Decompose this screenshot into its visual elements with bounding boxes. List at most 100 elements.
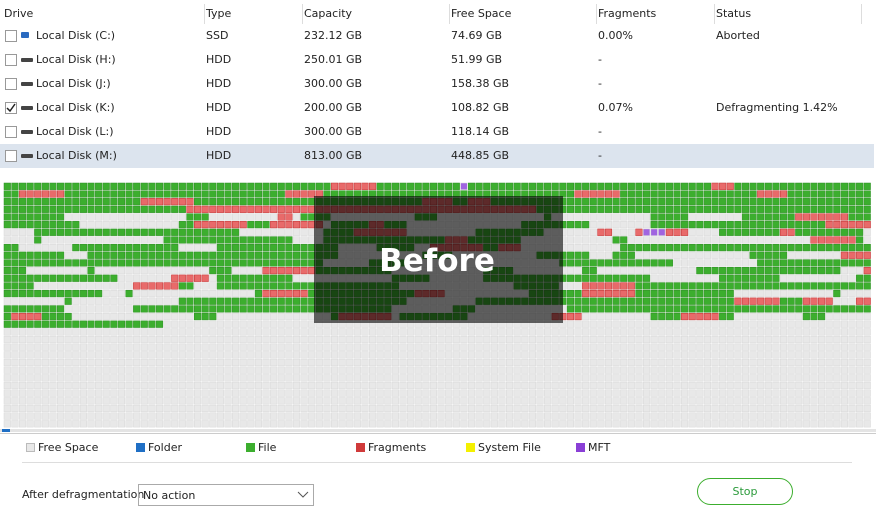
- cluster-block: [407, 389, 415, 397]
- cluster-block: [863, 213, 871, 221]
- cluster-block: [802, 351, 810, 359]
- cluster-block: [696, 244, 704, 252]
- cluster-block: [810, 374, 818, 382]
- cluster-block: [429, 343, 438, 351]
- drive-row[interactable]: Local Disk (J:) HDD 300.00 GB 158.38 GB -: [0, 72, 874, 96]
- cluster-block: [513, 251, 521, 259]
- cluster-block: [825, 374, 833, 382]
- cluster-block: [422, 267, 430, 275]
- cluster-block: [148, 381, 156, 390]
- cluster-block: [795, 328, 803, 336]
- cluster-block: [589, 236, 597, 244]
- cluster-block: [11, 381, 19, 390]
- cluster-block: [391, 320, 399, 328]
- drive-row[interactable]: Local Disk (K:) HDD 200.00 GB 108.82 GB 0.07…: [0, 96, 874, 120]
- cluster-block: [612, 389, 620, 397]
- cluster-block: [285, 274, 293, 282]
- cluster-block: [247, 297, 255, 305]
- cluster-block: [232, 328, 240, 336]
- cluster-block: [589, 274, 597, 282]
- cluster-block: [620, 221, 628, 229]
- cluster-block: [323, 297, 331, 305]
- cluster-block: [18, 366, 27, 374]
- cluster-block: [665, 274, 673, 282]
- cluster-block: [178, 259, 186, 267]
- checkbox[interactable]: [5, 78, 17, 90]
- cluster-block: [140, 381, 148, 390]
- cluster-block: [863, 267, 871, 275]
- cluster-block: [323, 267, 331, 275]
- cluster-block: [353, 389, 361, 397]
- cluster-block: [117, 366, 126, 374]
- cluster-block: [734, 198, 742, 206]
- cluster-block: [833, 244, 841, 252]
- cluster-block: [26, 397, 34, 405]
- cluster-block: [719, 420, 727, 428]
- cluster-block: [163, 358, 171, 367]
- cluster-block: [635, 228, 643, 236]
- drive-row[interactable]: Local Disk (L:) HDD 300.00 GB 118.14 GB -: [0, 120, 874, 144]
- stop-button[interactable]: Stop: [697, 478, 793, 505]
- cluster-block: [696, 221, 704, 229]
- drive-row[interactable]: Local Disk (M:) HDD 813.00 GB 448.85 GB -: [0, 144, 874, 168]
- cluster-block: [490, 274, 498, 282]
- cluster-block: [795, 397, 803, 405]
- cluster-block: [41, 366, 49, 374]
- cluster-block: [376, 244, 384, 252]
- cluster-block: [825, 182, 833, 190]
- cluster-block: [665, 381, 673, 390]
- cluster-block: [346, 244, 354, 252]
- cluster-block: [445, 236, 453, 244]
- cluster-block: [209, 228, 217, 236]
- cluster-block: [490, 297, 498, 305]
- cluster-block: [315, 420, 323, 428]
- cluster-block: [757, 312, 765, 321]
- cluster-block: [513, 190, 521, 198]
- cluster-block: [346, 397, 354, 405]
- checkbox[interactable]: [5, 126, 17, 138]
- cluster-block: [506, 198, 514, 206]
- cluster-block: [620, 305, 628, 313]
- cluster-block: [460, 374, 468, 382]
- cluster-block: [346, 182, 354, 190]
- cluster-block: [833, 343, 841, 351]
- cluster-block: [117, 236, 126, 244]
- cluster-block: [384, 289, 392, 298]
- checkbox[interactable]: [5, 30, 17, 42]
- cluster-block: [681, 282, 689, 290]
- cluster-block: [536, 389, 544, 397]
- cluster-block: [460, 312, 468, 321]
- cluster-block: [34, 213, 42, 221]
- cluster-block: [117, 205, 126, 213]
- checkbox[interactable]: [5, 54, 17, 66]
- cluster-block: [201, 251, 209, 259]
- cluster-block: [521, 343, 529, 351]
- cluster-block: [582, 305, 590, 313]
- cluster-block: [681, 351, 689, 359]
- cluster-block: [528, 305, 536, 313]
- cluster-block: [483, 289, 491, 298]
- cluster-block: [133, 228, 141, 236]
- cluster-block: [528, 381, 536, 390]
- checkbox[interactable]: [5, 150, 17, 162]
- cluster-block: [140, 351, 148, 359]
- cluster-block: [445, 358, 453, 367]
- cluster-block: [521, 305, 529, 313]
- cluster-block: [414, 335, 422, 344]
- cluster-block: [254, 205, 262, 213]
- cluster-block: [224, 251, 232, 259]
- cluster-block: [79, 320, 87, 328]
- cluster-block: [376, 228, 384, 236]
- cluster-block: [460, 274, 468, 282]
- after-select[interactable]: No action: [138, 484, 314, 506]
- cluster-block: [818, 259, 826, 267]
- cluster-block: [467, 267, 476, 275]
- checkbox[interactable]: [5, 102, 17, 114]
- cluster-block: [475, 267, 483, 275]
- cluster-block: [665, 374, 673, 382]
- drive-row[interactable]: Local Disk (H:) HDD 250.01 GB 51.99 GB -: [0, 48, 874, 72]
- cluster-block: [734, 374, 742, 382]
- cluster-block: [673, 412, 681, 420]
- cluster-block: [49, 389, 57, 397]
- drive-row[interactable]: Local Disk (C:) SSD 232.12 GB 74.69 GB 0.00%…: [0, 24, 874, 48]
